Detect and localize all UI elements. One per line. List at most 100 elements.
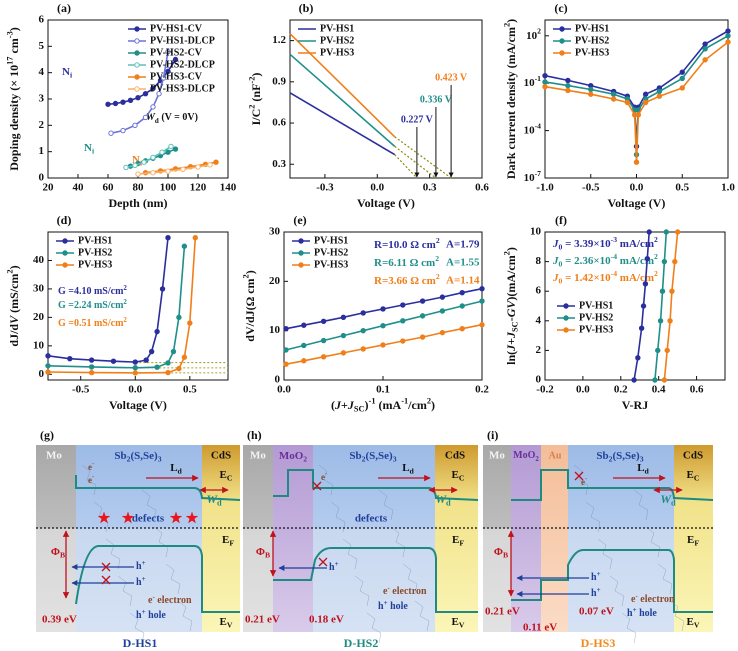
texture <box>657 563 673 595</box>
band-diagram: (i)Mo MoO2 Au Sb2(S,Se)3 CdSECLdWdEFΦBh+h+e-… <box>483 428 714 650</box>
y-axis-label: Dark current density (mA/cm2) <box>502 19 517 179</box>
text-part: 2 <box>123 284 127 292</box>
data-point <box>656 88 663 95</box>
data-point <box>624 99 631 106</box>
text-part: B <box>60 550 65 559</box>
extrapolation <box>394 154 418 179</box>
y-axis-label: ln(J+JSC-GV)(mA/cm2) <box>502 247 519 365</box>
data-point <box>159 149 165 155</box>
annotation: R=6.11 Ω cm2 <box>374 254 439 269</box>
text-part: G =4.10 mS/cm <box>58 286 124 297</box>
data-point <box>419 313 426 319</box>
diagram-label: D-HS1 <box>123 636 158 650</box>
panel-label: (a) <box>57 1 71 15</box>
diagram-label: defects <box>132 513 165 525</box>
texture <box>633 489 649 521</box>
data-point <box>588 91 594 97</box>
diagram-label: h+ <box>591 570 601 583</box>
text-part: J <box>347 398 355 412</box>
data-point <box>679 75 685 82</box>
legend-marker <box>134 86 140 92</box>
data-point <box>283 325 289 332</box>
text-part: - <box>387 584 390 592</box>
data-point <box>380 323 386 329</box>
legend-marker <box>559 50 565 56</box>
annotation: G =0.51 mS/cm2 <box>58 316 127 329</box>
legend-marker <box>134 38 140 44</box>
y-tick-label: 10-1 <box>524 74 542 89</box>
texture <box>330 501 346 533</box>
blocked-mark <box>312 481 322 491</box>
text-part: - <box>504 317 518 321</box>
layer <box>568 445 674 632</box>
legend-label: PV-HS2-CV <box>150 47 203 58</box>
data-point <box>154 364 160 370</box>
text-part: W <box>206 492 218 506</box>
text-part: Sb <box>114 450 126 462</box>
y-tick-label: 30 <box>33 282 45 294</box>
annotation: R=10.0 Ω cm2 <box>374 236 440 251</box>
text-part: 2 <box>436 272 440 281</box>
diagram-label: EC <box>452 469 465 483</box>
data-point <box>360 346 366 352</box>
data-point <box>672 258 678 265</box>
text-part: C <box>694 473 700 482</box>
text-part: - <box>92 474 94 481</box>
diagram-label: e- <box>581 476 587 487</box>
x-tick-label: 0.5 <box>675 182 689 194</box>
text-part: 10 <box>524 77 536 89</box>
series-line <box>289 92 396 156</box>
text-part: (V = 0V) <box>159 112 198 123</box>
text-part: W <box>660 492 672 506</box>
x-tick-label: -0.5 <box>72 384 90 396</box>
diagram-label: e- <box>88 474 94 485</box>
annotation: G =4.10 mS/cm2 <box>58 284 127 297</box>
diagram-label: e- electron <box>148 593 192 606</box>
legend-marker <box>563 327 569 333</box>
legend-marker <box>559 26 565 32</box>
x-tick-label: 60 <box>103 182 115 194</box>
text-part: Sb <box>596 450 608 462</box>
data-point <box>88 369 95 376</box>
text-part: -3 <box>611 235 618 244</box>
data-point <box>664 347 670 354</box>
y-tick-label: 30 <box>269 226 281 238</box>
data-point <box>320 337 327 344</box>
texture <box>354 575 370 607</box>
y-tick-label: 1.2 <box>272 34 286 46</box>
text-part: dJ/d <box>7 324 21 347</box>
text-part: + <box>341 398 348 412</box>
legend-marker <box>134 62 140 68</box>
data-point <box>674 229 681 235</box>
data-point <box>135 94 141 101</box>
data-point <box>150 170 156 176</box>
y-tick-label: 0.6 <box>272 117 286 129</box>
legend-label: PV-HS1 <box>78 235 112 246</box>
data-point <box>542 72 548 79</box>
series-line <box>663 231 679 381</box>
data-point <box>132 162 138 169</box>
legend-label: PV-HS3 <box>579 324 613 335</box>
data-point <box>187 320 193 326</box>
text-part: cm <box>7 38 21 56</box>
data-point <box>565 77 571 84</box>
legend-marker <box>298 262 304 268</box>
diagram-label: Sb2(S,Se)3 <box>349 450 396 464</box>
diagram-label: EV <box>220 616 233 630</box>
diagram-label: (g) <box>40 428 54 442</box>
text-part: hole <box>637 608 658 619</box>
data-point <box>633 159 640 165</box>
text-part: mA/cm <box>617 272 654 284</box>
texture <box>597 538 613 570</box>
data-point <box>542 84 548 90</box>
data-point <box>120 99 126 105</box>
text-part: e <box>88 462 92 472</box>
panel-label: (b) <box>299 1 314 15</box>
legend-marker <box>62 250 68 256</box>
diagram-label: e- electron <box>383 584 427 597</box>
text-part: SC <box>511 321 520 332</box>
text-part: 2 <box>537 26 541 35</box>
text-part: = 2.36×10 <box>562 255 611 267</box>
data-point <box>132 122 138 129</box>
x-axis-label: Voltage (V) <box>109 398 167 412</box>
